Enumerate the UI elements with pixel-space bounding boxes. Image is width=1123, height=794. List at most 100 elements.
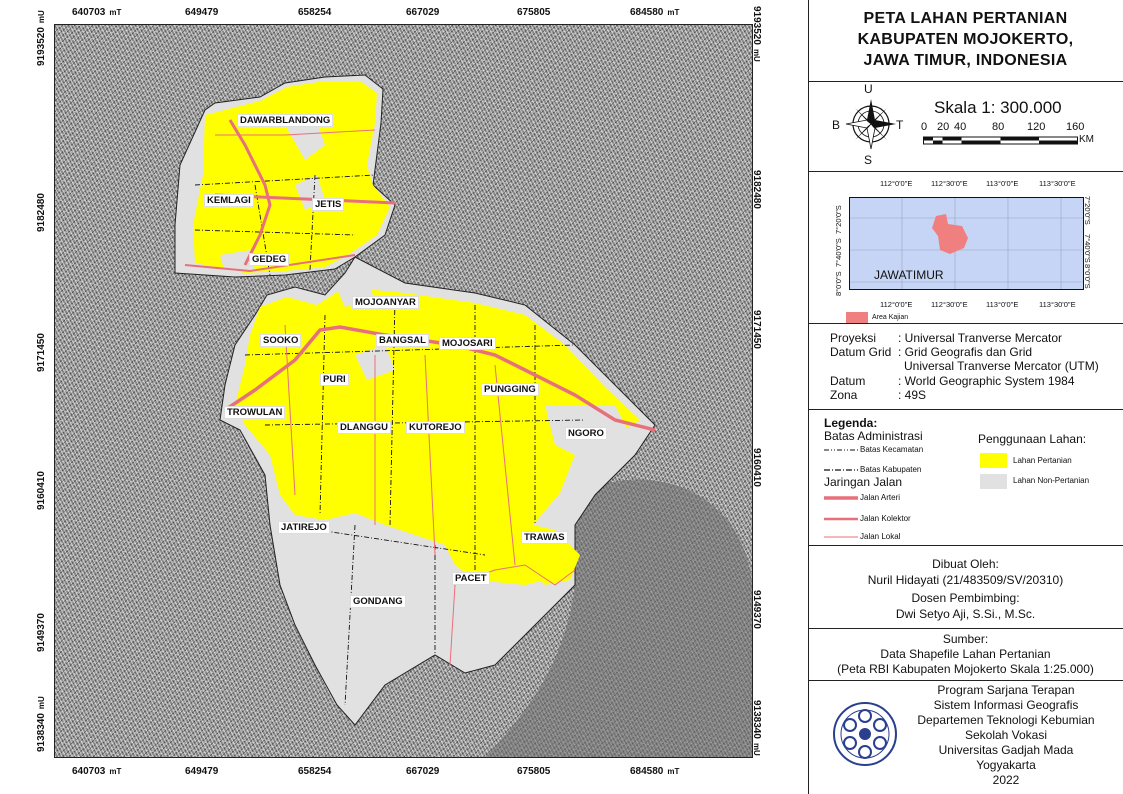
source-label: Sumber: — [942, 632, 989, 646]
inset-tick-bottom: 113°0'0"E — [986, 300, 1019, 309]
made-by-label: Dibuat Oleh: — [932, 557, 999, 571]
place-label: KEMLAGI — [204, 194, 254, 207]
place-label: JATIREJO — [278, 521, 330, 534]
legend-panel: Legenda: Batas Administrasi Batas Kecama… — [808, 410, 1123, 546]
x-tick-bottom: 640703 mT — [72, 766, 122, 777]
place-label: SOOKO — [260, 334, 302, 347]
place-label: DAWARBLANDONG — [237, 114, 334, 127]
inset-tick-side: 7°20'0"S — [1083, 196, 1092, 225]
x-tick-top: 658254 — [298, 7, 332, 18]
legend-land-title: Penggunaan Lahan: — [978, 432, 1087, 446]
legend-kabupaten-line — [824, 469, 858, 471]
inset-tick-side: 7°40'0"S — [1083, 234, 1092, 263]
inset-legend-label: Area Kajian — [872, 314, 909, 321]
x-tick-bottom: 684580 mT — [630, 766, 680, 777]
legend-agri-swatch — [980, 453, 1007, 468]
inset-tick-top: 112°30'0"E — [931, 179, 968, 188]
legend-non-agri-swatch — [980, 474, 1007, 489]
credit-panel: Dibuat Oleh: Nuril Hidayati (21/483509/S… — [808, 546, 1123, 629]
map-canvas[interactable]: DAWARBLANDONG KEMLAGI JETIS GEDEG MOJOAN… — [54, 24, 753, 758]
y-tick-left: 9160410 — [36, 471, 47, 510]
x-tick-top: 667029 — [406, 7, 440, 18]
place-label: MOJOSARI — [439, 337, 496, 350]
institution-line: Universitas Gadjah Mada — [938, 743, 1074, 757]
map-title-line: PETA LAHAN PERTANIAN — [863, 10, 1068, 27]
place-label: PUNGGING — [481, 383, 539, 396]
non-agri-patch — [220, 250, 255, 273]
projection-key: Datum — [830, 374, 866, 388]
projection-key: Datum Grid — [830, 345, 892, 359]
x-tick-bottom: 667029 — [406, 766, 440, 777]
agri-south — [235, 287, 640, 585]
place-label: JETIS — [312, 198, 345, 211]
projection-value: : Grid Geografis dan Grid — [898, 345, 1033, 359]
legend-item-label: Batas Kabupaten — [860, 465, 922, 474]
institution-line: Sekolah Vokasi — [964, 728, 1048, 742]
legend-item-label: Jalan Arteri — [860, 493, 901, 502]
source-line: (Peta RBI Kabupaten Mojokerto Skala 1:25… — [837, 662, 1094, 676]
map-title-line: JAWA TIMUR, INDONESIA — [863, 52, 1068, 69]
legend-item-label: Lahan Pertanian — [1013, 456, 1072, 465]
place-label: GONDANG — [350, 595, 406, 608]
ugm-logo-icon — [833, 702, 897, 766]
map-panel: 640703 mT 649479 658254 667029 675805 684… — [36, 0, 809, 794]
legend-lokal-line — [824, 536, 858, 538]
scale-tick: 20 — [937, 121, 950, 133]
projection-value: : World Geographic System 1984 — [898, 374, 1075, 388]
institution-text: Program Sarjana Terapan Sistem Informasi… — [896, 683, 1116, 788]
map-title-line: KABUPATEN MOJOKERTO, — [857, 31, 1074, 48]
inset-tick-top: 113°30'0"E — [1039, 179, 1076, 188]
y-tick-left: 9149370 — [36, 613, 47, 652]
projection-value: : 49S — [898, 388, 927, 402]
place-label: KUTOREJO — [406, 421, 465, 434]
x-tick-top: 684580 mT — [630, 7, 680, 18]
institution-line: Departemen Teknologi Kebumian — [917, 713, 1095, 727]
inset-legend-swatch — [846, 312, 868, 323]
inset-tick-bottom: 112°0'0"E — [880, 300, 913, 309]
place-label: PACET — [452, 572, 490, 585]
compass-east: T — [896, 118, 904, 132]
compass-west: B — [832, 118, 841, 132]
place-label: TROWULAN — [224, 406, 286, 419]
projection-value: Universal Tranverse Mercator (UTM) — [904, 359, 1099, 373]
hillshade-dark — [485, 479, 752, 757]
scale-tick: 160 — [1066, 121, 1085, 133]
projection-value: : Universal Tranverse Mercator — [898, 331, 1063, 345]
place-label: NGORO — [565, 427, 607, 440]
projection-panel: Proyeksi : Universal Tranverse Mercator … — [808, 324, 1123, 410]
legend-item-label: Jalan Lokal — [860, 532, 901, 541]
compass-south: S — [864, 153, 873, 167]
legend-road-title: Jaringan Jalan — [824, 475, 903, 489]
legend-arteri-line — [824, 496, 858, 500]
compass-rose-icon — [845, 99, 896, 150]
scale-tick: 0 — [921, 121, 928, 133]
institution-line: Program Sarjana Terapan — [937, 683, 1075, 697]
x-tick-bottom: 675805 — [517, 766, 551, 777]
scale-label: Skala 1: 300.000 — [934, 98, 1062, 117]
place-label: MOJOANYAR — [352, 296, 419, 309]
inset-tick-side: 8°0'0"S — [834, 271, 843, 296]
inset-tick-top: 113°0'0"E — [986, 179, 1019, 188]
legend-kolektor-line — [824, 517, 858, 521]
projection-key: Zona — [830, 388, 858, 402]
inset-tick-side: 7°20'0"S — [834, 205, 843, 234]
institution-line: 2022 — [992, 773, 1020, 787]
agri-north — [193, 81, 390, 273]
scale-unit: KM — [1079, 134, 1094, 145]
source-panel: Sumber: Data Shapefile Lahan Pertanian (… — [808, 629, 1123, 681]
x-tick-bottom: 649479 — [185, 766, 219, 777]
legend-item-label: Lahan Non-Pertanian — [1013, 476, 1090, 485]
scale-bar — [923, 136, 1078, 145]
source-line: Data Shapefile Lahan Pertanian — [880, 647, 1051, 661]
inset-tick-bottom: 112°30'0"E — [931, 300, 968, 309]
district-boundaries — [194, 174, 586, 706]
inset-tick-side: 8°0'0"S — [1083, 264, 1092, 289]
advisor-label: Dosen Pembimbing: — [911, 591, 1020, 605]
x-tick-top: 675805 — [517, 7, 551, 18]
projection-key: Proyeksi — [830, 331, 877, 345]
inset-tick-bottom: 113°30'0"E — [1039, 300, 1076, 309]
place-label: TRAWAS — [521, 531, 568, 544]
place-label: BANGSAL — [376, 334, 429, 347]
compass-north: U — [864, 82, 873, 96]
title-panel: PETA LAHAN PERTANIAN KABUPATEN MOJOKERTO… — [808, 0, 1123, 82]
